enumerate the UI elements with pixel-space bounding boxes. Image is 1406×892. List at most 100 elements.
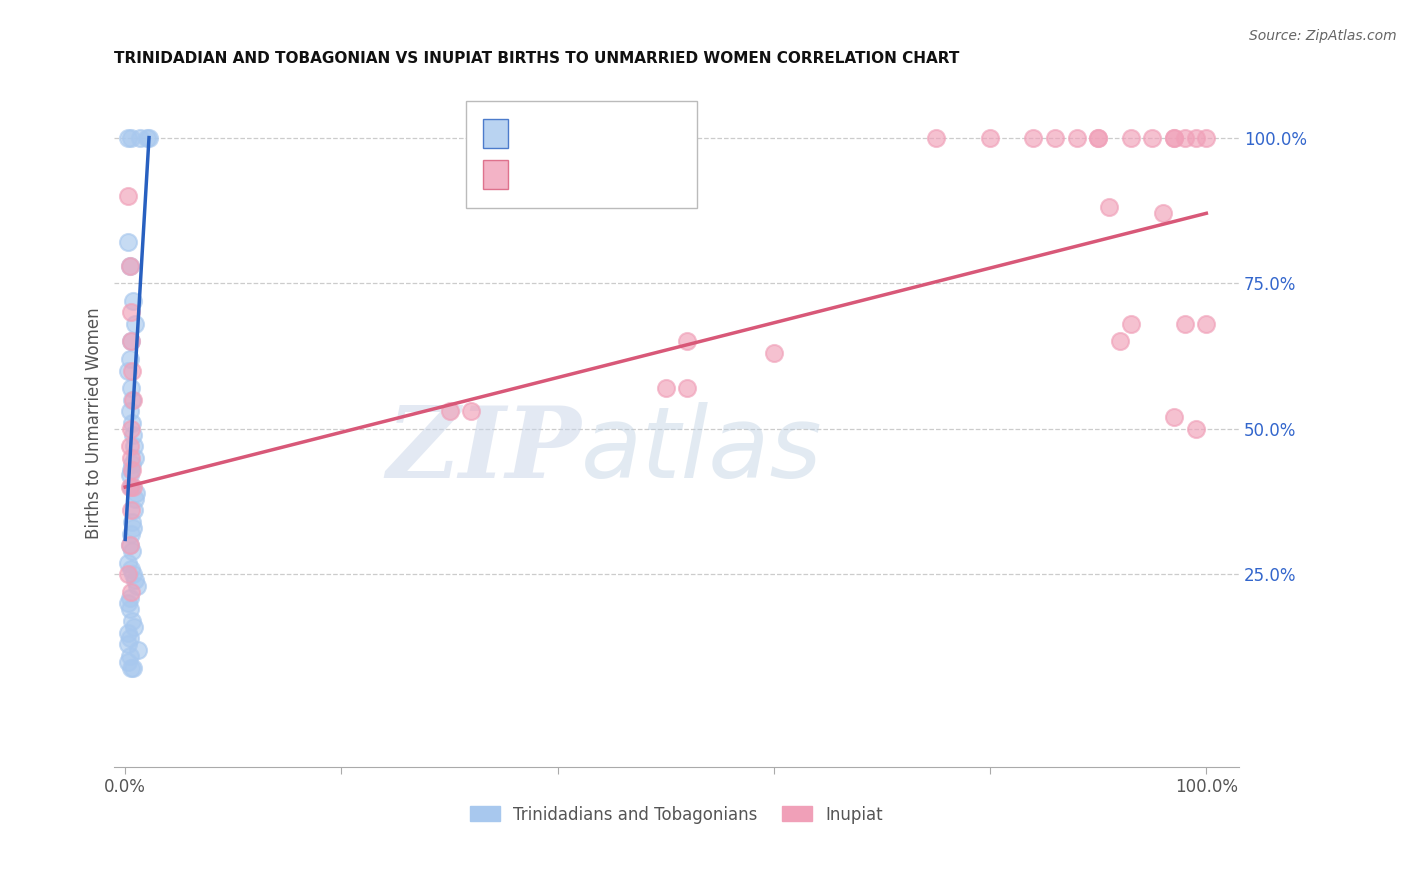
- Point: [120, 585, 142, 599]
- Point: [124, 317, 146, 331]
- Point: [1163, 130, 1185, 145]
- Point: [118, 538, 141, 552]
- Point: [121, 363, 143, 377]
- Point: [121, 480, 143, 494]
- Point: [121, 462, 143, 476]
- Point: [120, 130, 142, 145]
- Point: [121, 392, 143, 407]
- Point: [120, 462, 142, 476]
- Point: [121, 567, 143, 582]
- FancyBboxPatch shape: [484, 161, 508, 189]
- Point: [118, 632, 141, 646]
- Point: [460, 404, 482, 418]
- Point: [117, 625, 139, 640]
- Point: [1119, 317, 1142, 331]
- Point: [121, 614, 143, 628]
- Point: [121, 544, 143, 558]
- Point: [1043, 130, 1066, 145]
- Point: [121, 457, 143, 471]
- Point: [120, 381, 142, 395]
- Point: [1119, 130, 1142, 145]
- Point: [1098, 201, 1121, 215]
- Point: [1163, 130, 1185, 145]
- Point: [1022, 130, 1045, 145]
- Point: [121, 515, 143, 529]
- Point: [121, 660, 143, 674]
- Point: [979, 130, 1001, 145]
- Point: [120, 526, 142, 541]
- Point: [118, 351, 141, 366]
- Point: [124, 573, 146, 587]
- Point: [127, 643, 149, 657]
- Point: [117, 235, 139, 250]
- Point: [135, 130, 157, 145]
- Point: [118, 404, 141, 418]
- Point: [1163, 410, 1185, 425]
- Point: [120, 334, 142, 349]
- Point: [1087, 130, 1109, 145]
- Point: [117, 655, 139, 669]
- Point: [1184, 130, 1206, 145]
- Point: [1174, 130, 1197, 145]
- Point: [118, 602, 141, 616]
- Point: [121, 427, 143, 442]
- Point: [1087, 130, 1109, 145]
- Point: [118, 480, 141, 494]
- FancyBboxPatch shape: [467, 102, 697, 208]
- Point: [118, 259, 141, 273]
- Point: [676, 334, 699, 349]
- Point: [121, 416, 143, 430]
- Text: R = 0.562   N = 49: R = 0.562 N = 49: [517, 125, 688, 143]
- Point: [121, 521, 143, 535]
- Point: [117, 556, 139, 570]
- Point: [762, 346, 785, 360]
- Point: [117, 363, 139, 377]
- Point: [925, 130, 948, 145]
- Text: R = 0.583   N = 44: R = 0.583 N = 44: [517, 166, 688, 184]
- Point: [117, 637, 139, 651]
- Y-axis label: Births to Unmarried Women: Births to Unmarried Women: [86, 307, 103, 539]
- Point: [1066, 130, 1088, 145]
- Point: [122, 439, 145, 453]
- Point: [1142, 130, 1164, 145]
- Point: [1152, 206, 1174, 220]
- Legend: Trinidadians and Tobagonians, Inupiat: Trinidadians and Tobagonians, Inupiat: [470, 805, 883, 823]
- Point: [120, 305, 142, 319]
- Point: [655, 381, 678, 395]
- Point: [124, 491, 146, 506]
- Point: [124, 450, 146, 465]
- Text: TRINIDADIAN AND TOBAGONIAN VS INUPIAT BIRTHS TO UNMARRIED WOMEN CORRELATION CHAR: TRINIDADIAN AND TOBAGONIAN VS INUPIAT BI…: [114, 51, 960, 66]
- Point: [120, 334, 142, 349]
- Point: [120, 561, 142, 575]
- Point: [117, 130, 139, 145]
- Text: ZIP: ZIP: [387, 402, 581, 499]
- Point: [120, 660, 142, 674]
- Point: [118, 439, 141, 453]
- Point: [118, 591, 141, 605]
- Point: [1184, 422, 1206, 436]
- Point: [127, 579, 149, 593]
- Point: [120, 450, 142, 465]
- Point: [125, 486, 148, 500]
- Point: [1108, 334, 1130, 349]
- Point: [118, 259, 141, 273]
- Point: [117, 189, 139, 203]
- Point: [120, 422, 142, 436]
- Point: [118, 468, 141, 483]
- Point: [1195, 130, 1218, 145]
- Text: Source: ZipAtlas.com: Source: ZipAtlas.com: [1249, 29, 1396, 43]
- Point: [120, 503, 142, 517]
- Point: [121, 293, 143, 308]
- Point: [138, 130, 160, 145]
- Point: [676, 381, 699, 395]
- FancyBboxPatch shape: [484, 120, 508, 148]
- Point: [122, 620, 145, 634]
- Point: [117, 567, 139, 582]
- Point: [1174, 317, 1197, 331]
- Point: [1195, 317, 1218, 331]
- Text: atlas: atlas: [581, 402, 823, 499]
- Point: [118, 648, 141, 663]
- Point: [439, 404, 461, 418]
- Point: [121, 392, 143, 407]
- Point: [117, 597, 139, 611]
